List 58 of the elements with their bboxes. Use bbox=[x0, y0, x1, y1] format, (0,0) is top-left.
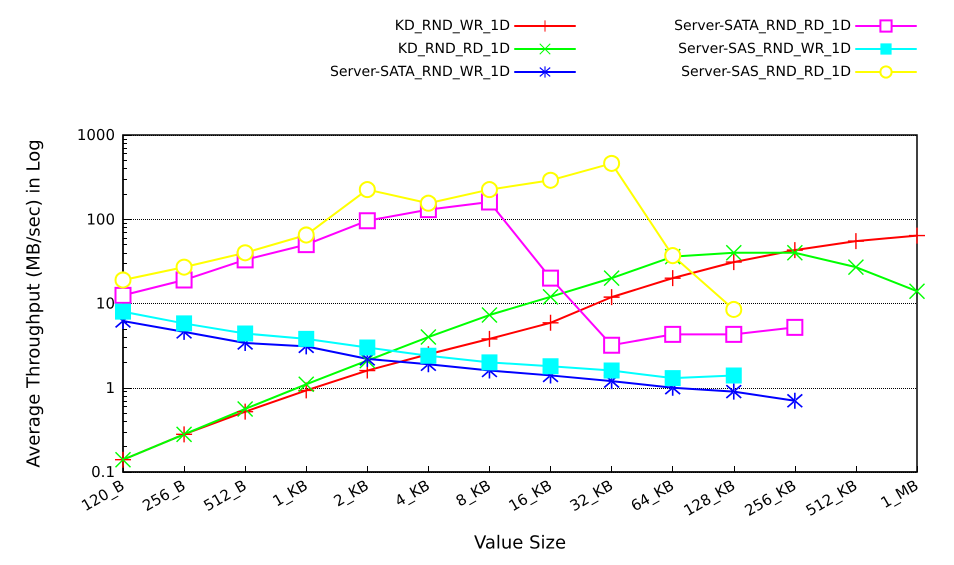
point bbox=[725, 326, 742, 343]
point bbox=[848, 259, 864, 276]
point bbox=[176, 315, 192, 332]
point bbox=[236, 244, 254, 262]
point bbox=[542, 358, 559, 374]
point bbox=[726, 254, 742, 270]
point bbox=[542, 172, 560, 189]
point bbox=[603, 336, 620, 354]
x-axis-title: Value Size bbox=[474, 532, 566, 554]
point bbox=[237, 326, 254, 342]
legend-label: Server-SATA_RND_RD_1D bbox=[674, 18, 851, 34]
point bbox=[726, 367, 742, 384]
point bbox=[298, 226, 315, 244]
x-tick-label: 4_KB bbox=[392, 476, 433, 510]
point bbox=[237, 400, 254, 417]
y-tick-label: 100 bbox=[86, 210, 115, 228]
point bbox=[604, 270, 620, 286]
point bbox=[298, 330, 314, 347]
point bbox=[115, 304, 131, 320]
legend-label: Server-SATA_RND_WR_1D bbox=[330, 64, 510, 80]
point bbox=[848, 233, 864, 250]
point bbox=[604, 289, 620, 306]
point bbox=[358, 212, 376, 230]
point bbox=[481, 354, 498, 370]
point bbox=[176, 258, 193, 276]
point bbox=[359, 340, 376, 356]
point bbox=[481, 307, 498, 324]
point bbox=[786, 392, 803, 409]
y-tick-label: 0.1 bbox=[91, 463, 115, 481]
point bbox=[664, 326, 682, 343]
point bbox=[726, 384, 742, 400]
point bbox=[664, 270, 681, 286]
point bbox=[725, 300, 742, 318]
point bbox=[726, 244, 742, 261]
point bbox=[358, 181, 376, 198]
legend-label: KD_RND_WR_1D bbox=[394, 18, 510, 34]
point bbox=[420, 329, 436, 346]
legend-label: Server-SAS_RND_WR_1D bbox=[678, 41, 851, 57]
point bbox=[298, 376, 314, 392]
point bbox=[604, 362, 620, 379]
y-tick-label: 10 bbox=[96, 294, 115, 312]
x-tick-label: 1_KB bbox=[270, 476, 311, 510]
point bbox=[114, 286, 132, 304]
point bbox=[542, 270, 560, 287]
point bbox=[542, 288, 559, 305]
point bbox=[480, 181, 498, 198]
y-tick-label: 1 bbox=[105, 378, 115, 397]
point bbox=[664, 370, 681, 386]
point bbox=[909, 283, 925, 300]
point bbox=[114, 272, 132, 289]
point bbox=[603, 154, 620, 172]
y-axis-title: Average Throughput (MB/sec) in Log bbox=[24, 139, 44, 468]
x-tick-label: 8_KB bbox=[452, 476, 494, 510]
y-tick-label: 1000 bbox=[76, 126, 115, 144]
point bbox=[786, 318, 804, 336]
legend-label: Server-SAS_RND_RD_1D bbox=[681, 64, 851, 80]
point bbox=[420, 194, 437, 212]
legend-label: KD_RND_RD_1D bbox=[398, 41, 510, 57]
